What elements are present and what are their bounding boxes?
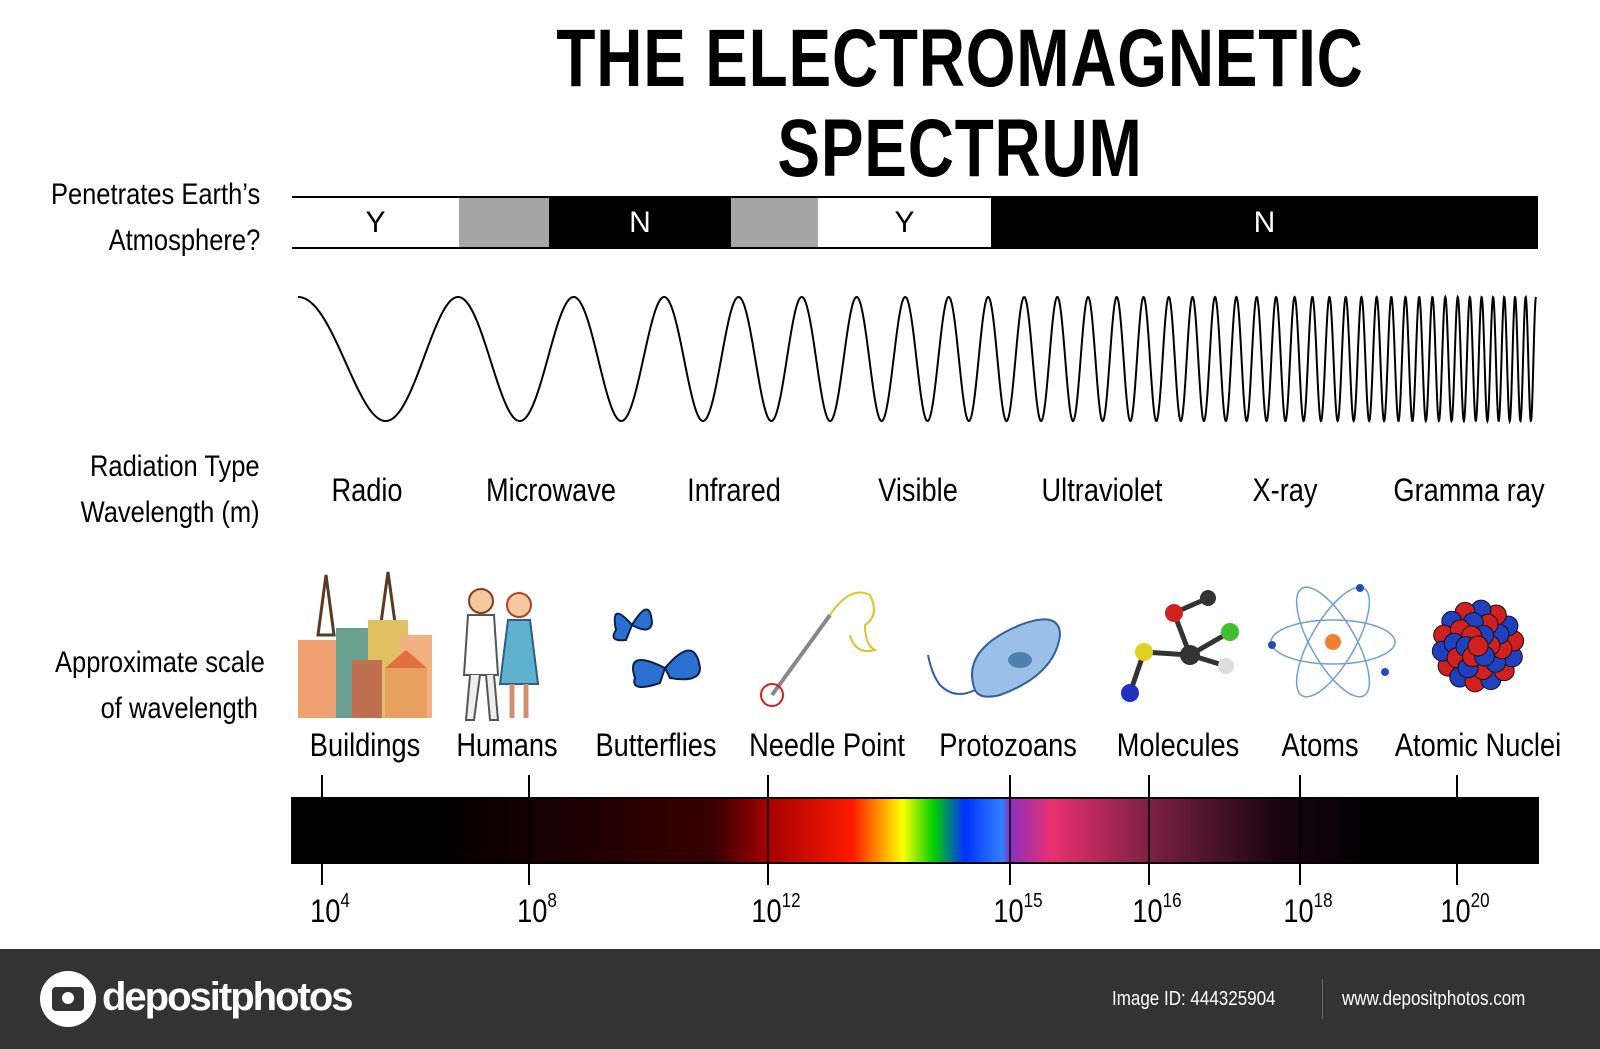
scale-object-label: Atoms [1281, 727, 1359, 763]
nucleon [1467, 635, 1489, 657]
tick-base: 10 [517, 893, 548, 929]
footer-url[interactable]: www.depositphotos.com [1342, 988, 1526, 1010]
radiation-type-label: Ultraviolet [1041, 472, 1163, 508]
atom-icon [1268, 584, 1396, 698]
radiation-type-label: X-ray [1252, 472, 1318, 508]
tick-base: 10 [1132, 893, 1163, 929]
scale-object-label: Atomic Nuclei [1394, 727, 1562, 763]
scale-tick-label: 108 [517, 890, 557, 929]
scale-row-label: Approximate scale of wavelength [55, 646, 265, 725]
atmosphere-segment: Y [818, 198, 991, 247]
radiation-type-label: Visible [878, 472, 958, 508]
atmosphere-segment-label: N [1253, 205, 1276, 239]
atmosphere-segment [459, 198, 549, 247]
camera-logo-icon [40, 971, 96, 1027]
humans-icon [462, 588, 540, 721]
tick-exponent: 4 [340, 890, 350, 912]
atmosphere-segment: Y [292, 198, 459, 247]
nucleus-icon [1431, 599, 1525, 693]
tick-exponent: 12 [781, 890, 801, 912]
footer-divider [1322, 979, 1323, 1019]
footer-bar: depositphotos Image ID: 444325904 www.de… [0, 949, 1600, 1049]
scale-tick-label: 1015 [993, 890, 1043, 929]
radiation-type-label: Infrared [687, 472, 781, 508]
scale-object-label: Needle Point [749, 727, 905, 763]
scale-object-label: Humans [456, 727, 558, 763]
radiation-type-label: Microwave [486, 472, 616, 508]
atmosphere-segment: N [549, 198, 731, 247]
radiation-row-label: Radiation Type Wavelength (m) [80, 450, 261, 529]
tick-base: 10 [310, 893, 341, 929]
atmosphere-segment [731, 198, 818, 247]
wave-line [298, 294, 1537, 425]
scale-tick-label: 1018 [1283, 890, 1333, 929]
molecule-icon [1121, 590, 1239, 702]
scale-object-label: Molecules [1116, 727, 1240, 763]
scale-tick-label: 1012 [751, 890, 801, 929]
tick-exponent: 20 [1470, 890, 1490, 912]
footer-logo-text: depositphotos [102, 975, 354, 1019]
buildings-icon [298, 571, 432, 718]
radiation-type-label: Radio [331, 472, 403, 508]
tick-base: 10 [751, 893, 782, 929]
scale-tick-label: 1020 [1440, 890, 1490, 929]
tick-exponent: 15 [1023, 890, 1043, 912]
butterflies-icon [612, 608, 702, 688]
atmosphere-segment: N [991, 198, 1538, 247]
atmosphere-segment-label: Y [365, 205, 386, 239]
scale-object-label: Protozoans [939, 727, 1077, 763]
tick-exponent: 8 [547, 890, 557, 912]
scale-object-label: Buildings [309, 727, 421, 763]
tick-exponent: 16 [1162, 890, 1182, 912]
wave-diagram [291, 294, 1539, 885]
atmosphere-row-label: Penetrates Earth’s Atmosphere? [50, 178, 260, 257]
needle-icon [760, 591, 878, 707]
spectrum-bar [291, 797, 1539, 864]
tick-base: 10 [993, 893, 1024, 929]
tick-base: 10 [1283, 893, 1314, 929]
atmosphere-segment-label: N [629, 205, 651, 239]
scale-tick-label: 104 [310, 890, 350, 929]
tick-base: 10 [1440, 893, 1471, 929]
image-id: Image ID: 444325904 [1112, 988, 1276, 1010]
scale-tick-label: 1016 [1132, 890, 1182, 929]
tick-exponent: 18 [1313, 890, 1333, 912]
atmosphere-segment-label: Y [894, 205, 915, 239]
protozoan-icon [927, 618, 1062, 698]
scale-object-label: Butterflies [595, 727, 717, 763]
radiation-type-label: Gramma ray [1393, 472, 1545, 508]
page-title: THE ELECTROMAGNETIC SPECTRUM [556, 13, 1364, 194]
